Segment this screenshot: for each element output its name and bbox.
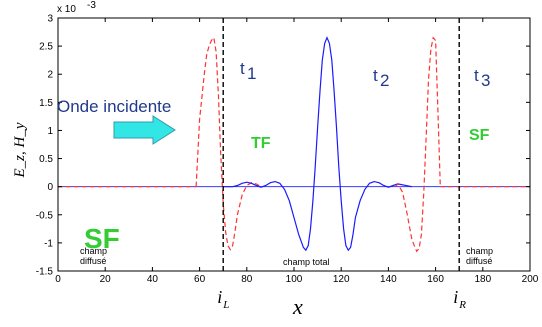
x-tick-label: 200	[522, 274, 539, 285]
y-tick-label: 1.5	[39, 98, 53, 109]
y-tick-label: -1.5	[36, 267, 54, 278]
annotation-champ-diffuse-right-1: champ	[466, 246, 493, 256]
y-tick-label: 2.5	[39, 42, 53, 53]
boundary-label-1: iL	[217, 287, 229, 311]
y-tick-label: -0.5	[36, 210, 54, 221]
x-tick-label: 0	[55, 274, 61, 285]
series-line-1	[195, 36, 262, 251]
svg-text:2: 2	[380, 71, 389, 90]
y-axis-label: E_z, H_y	[12, 122, 28, 178]
y-tick-label: 3	[47, 14, 53, 25]
x-tick-label: 160	[427, 274, 444, 285]
svg-text:1: 1	[247, 64, 256, 83]
annotation-champ-diffuse-left-2: diffusé	[80, 256, 106, 266]
series-line-3	[395, 36, 441, 253]
x-tick-label: 140	[380, 274, 397, 285]
y-tick-label: 1	[47, 126, 53, 137]
y-exponent-label: x 10	[57, 4, 76, 15]
y-tick-label: 0	[47, 182, 53, 193]
x-tick-label: 60	[194, 274, 206, 285]
svg-text:3: 3	[481, 71, 490, 90]
annotation-sf-right: SF	[469, 127, 490, 144]
svg-text:E_z, H_y: E_z, H_y	[12, 122, 28, 178]
y-tick-label: 0.5	[39, 154, 53, 165]
x-tick-label: 40	[147, 274, 159, 285]
x-tick-label: 180	[474, 274, 491, 285]
series-layer	[58, 36, 530, 253]
annotation-t2: t 2	[373, 66, 389, 90]
annotation-sf-left: SF	[84, 223, 120, 254]
tick-layer: 0 20 40 60 80 100 120 140 160 180 200 -1.5 -1 -0.5 0 0.…	[36, 14, 539, 286]
annotation-t1: t 1	[240, 59, 256, 83]
annotation-t3: t 3	[474, 66, 490, 90]
boundary-label-2: iR	[453, 287, 466, 311]
x-tick-label: 20	[100, 274, 112, 285]
svg-text:t: t	[240, 59, 245, 78]
annotation-tf: TF	[251, 135, 271, 152]
y-tick-label: -1	[44, 238, 53, 249]
annotation-champ-diffuse-right-2: diffusé	[466, 256, 492, 266]
annotation-champ-total: champ total	[283, 257, 330, 267]
y-tick-label: 2	[47, 70, 53, 81]
plot-area	[58, 18, 530, 271]
annotation-onde-incidente: Onde incidente	[57, 97, 171, 116]
series-line-2	[223, 36, 413, 252]
x-tick-label: 80	[241, 274, 253, 285]
svg-text:t: t	[373, 66, 378, 85]
x-tick-label: 100	[286, 274, 303, 285]
incident-arrow-icon	[113, 115, 176, 145]
x-axis-label: x	[292, 294, 303, 319]
y-exponent-power: -3	[87, 0, 96, 11]
annotation-champ-diffuse-left-1: champ	[80, 246, 107, 256]
svg-text:t: t	[474, 66, 479, 85]
x-tick-label: 120	[333, 274, 350, 285]
